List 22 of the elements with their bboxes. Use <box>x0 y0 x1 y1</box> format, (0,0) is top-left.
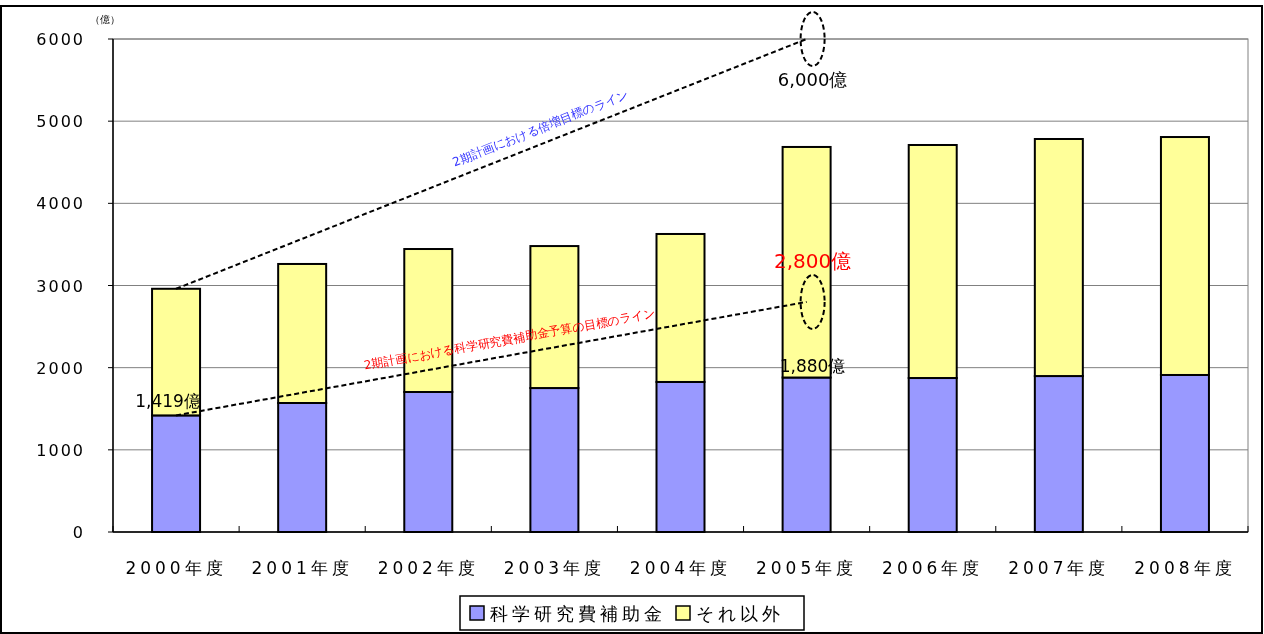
x-tick-label: 2003年度 <box>503 558 606 578</box>
annotation: 6,000億 <box>777 69 848 90</box>
y-tick-label: 1000 <box>36 440 85 460</box>
y-tick-label: 2000 <box>36 358 85 378</box>
x-tick-label: 2008年度 <box>1134 558 1236 578</box>
x-tick-label: 2006年度 <box>882 558 984 578</box>
y-tick-label: 3000 <box>36 276 85 296</box>
y-tick-label: 0 <box>72 523 85 542</box>
y-axis-title: （億） <box>90 14 120 25</box>
y-tick-label: 6000 <box>36 30 85 49</box>
y-tick-label: 4000 <box>36 194 85 214</box>
x-tick-label: 2005年度 <box>755 558 858 578</box>
x-tick-label: 2004年度 <box>629 558 732 578</box>
x-tick-label: 2007年度 <box>1008 558 1110 578</box>
x-tick-label: 2001年度 <box>251 558 353 578</box>
legend-label: 科学研究費補助金 <box>490 603 666 624</box>
annotation: 2期計画における科学研究費補助金予算の目標のライン <box>362 306 657 373</box>
y-tick-label: 5000 <box>36 112 85 132</box>
x-tick-label: 2002年度 <box>377 558 479 578</box>
annotation: 2期計画における倍増目標のライン <box>450 87 631 170</box>
legend-label: それ以外 <box>696 603 784 624</box>
x-tick-label: 2000年度 <box>125 558 227 578</box>
